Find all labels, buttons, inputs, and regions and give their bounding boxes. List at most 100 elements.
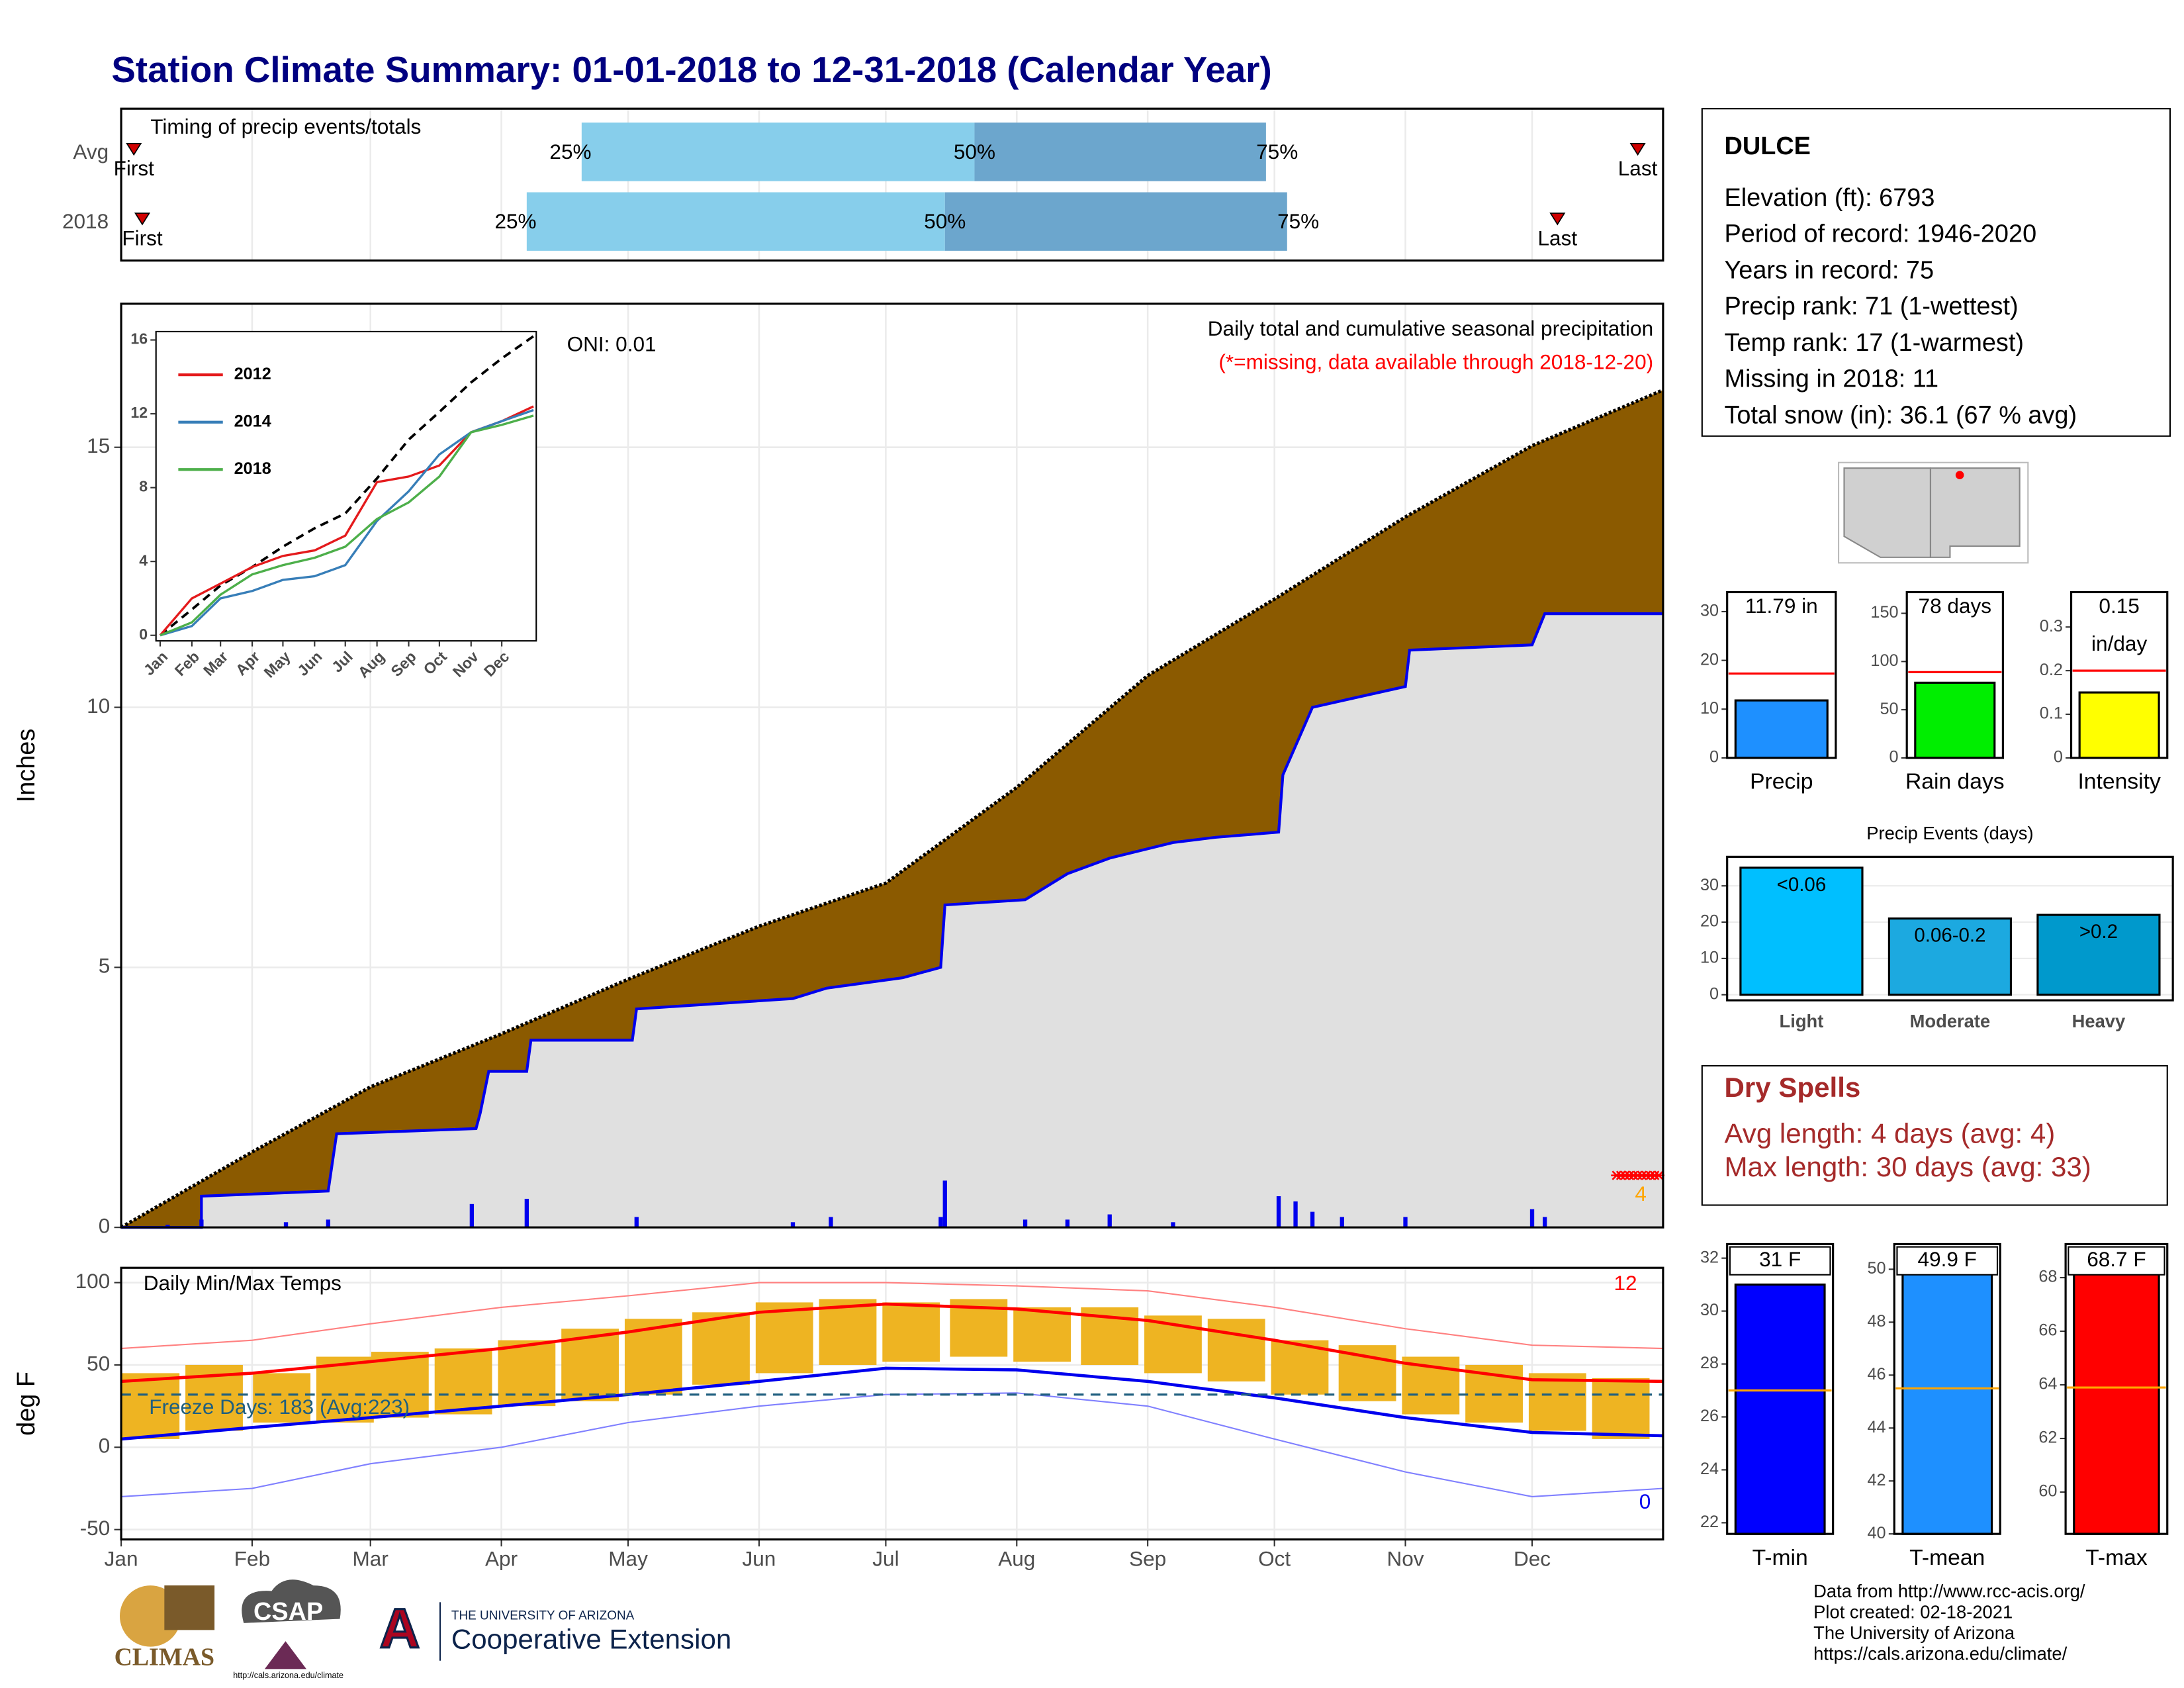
daily-precip-bar bbox=[524, 1198, 529, 1228]
category-label: T-min bbox=[1752, 1546, 1808, 1570]
avg-min-line bbox=[120, 1366, 1663, 1441]
panel-frame bbox=[1726, 1243, 1835, 1535]
daily-precip-bar bbox=[1276, 1196, 1281, 1228]
value-label-box bbox=[1896, 1246, 1999, 1276]
category-label: Precip bbox=[1750, 770, 1813, 794]
daily-precip-bar bbox=[942, 1180, 947, 1228]
y-tick-label: -50 bbox=[80, 1516, 111, 1540]
daily-precip-bar bbox=[326, 1219, 331, 1228]
average-line bbox=[120, 388, 1664, 1229]
x-tick-label: Sep bbox=[1129, 1547, 1166, 1571]
station-line: Elevation (ft): 6793 bbox=[1724, 184, 1934, 212]
dry-spell-line: Avg length: 4 days (avg: 4) bbox=[1724, 1117, 2055, 1149]
panel-frame bbox=[2064, 1243, 2169, 1535]
row-label: 2018 bbox=[62, 209, 109, 233]
panel-frame bbox=[1905, 590, 2004, 759]
map-station bbox=[1955, 471, 1964, 480]
x-tick-label: Jan bbox=[105, 1547, 138, 1571]
daily-temp-bar bbox=[316, 1356, 374, 1423]
station-line: Precip rank: 71 (1-wettest) bbox=[1724, 293, 2018, 320]
daily-precip-bar bbox=[165, 1225, 170, 1228]
x-tick-label: May bbox=[608, 1547, 648, 1571]
y-tick-label: 0 bbox=[99, 1434, 111, 1458]
oni-label: ONI: 0.01 bbox=[567, 332, 657, 355]
panel-title: Daily Min/Max Temps bbox=[144, 1271, 341, 1295]
csap-cloud bbox=[242, 1579, 341, 1623]
y-tick-label: 30 bbox=[1700, 876, 1719, 894]
daily-precip-bar bbox=[1065, 1219, 1070, 1228]
percent-label: 25% bbox=[549, 140, 591, 164]
observed-line bbox=[121, 612, 1663, 1229]
csap-text: CSAP bbox=[253, 1598, 323, 1626]
dry-spell-box bbox=[1701, 1064, 2168, 1206]
panel-title: Precip Events (days) bbox=[1866, 823, 2033, 843]
daily-temp-bar bbox=[1528, 1373, 1586, 1431]
daily-temp-bar bbox=[692, 1312, 750, 1385]
panel-frame bbox=[1726, 590, 1837, 759]
y-tick-label: 100 bbox=[75, 1269, 111, 1293]
value-label: 31 F bbox=[1759, 1247, 1801, 1271]
percent-label: 50% bbox=[954, 140, 995, 164]
freeze-label: Freeze Days: 183 (Avg:223) bbox=[149, 1395, 410, 1419]
page-title: Station Climate Summary: 01-01-2018 to 1… bbox=[111, 49, 1271, 90]
daily-temp-bar bbox=[882, 1302, 940, 1362]
timing-marker bbox=[134, 212, 151, 226]
percent-label: 50% bbox=[924, 209, 966, 233]
timing-marker bbox=[1549, 212, 1566, 226]
y-tick-label: 62 bbox=[2038, 1429, 2057, 1447]
inset-background bbox=[155, 330, 537, 642]
daily-temp-bar bbox=[755, 1302, 813, 1374]
y-tick-label: 32 bbox=[1700, 1248, 1719, 1266]
daily-precip-bar bbox=[199, 1219, 204, 1228]
timing-marker bbox=[1629, 142, 1646, 156]
bar bbox=[1888, 917, 2013, 996]
daily-temp-bar bbox=[1013, 1307, 1071, 1362]
climas-icon bbox=[164, 1585, 215, 1630]
y-tick-label: 150 bbox=[1870, 603, 1898, 622]
y-tick-label: 10 bbox=[87, 694, 110, 718]
daily-precip-bar bbox=[283, 1222, 289, 1228]
record-low-count: 0 bbox=[1639, 1489, 1651, 1513]
bar-label: <0.06 bbox=[1777, 874, 1827, 896]
station-line: Period of record: 1946-2020 bbox=[1724, 220, 2036, 248]
annotation-note: (*=missing, data available through 2018-… bbox=[1218, 350, 1653, 374]
daily-temp-bar bbox=[498, 1340, 556, 1407]
panel-title: Timing of precip events/totals bbox=[150, 115, 421, 138]
bar-label: >0.2 bbox=[2079, 921, 2118, 943]
value-label: 11.79 in bbox=[1745, 594, 1818, 618]
category-label: Light bbox=[1780, 1011, 1824, 1031]
value-label: in/day bbox=[2091, 632, 2147, 655]
csap-mountain bbox=[264, 1641, 307, 1669]
y-tick-label: 44 bbox=[1868, 1418, 1886, 1436]
bar bbox=[2073, 1258, 2160, 1535]
legend-label: 2014 bbox=[234, 412, 271, 430]
daily-temp-bar bbox=[1207, 1319, 1265, 1382]
daily-temp-bar bbox=[819, 1299, 877, 1365]
annotation: Daily total and cumulative seasonal prec… bbox=[1208, 316, 1653, 340]
station-line: Temp rank: 17 (1-warmest) bbox=[1724, 329, 2024, 357]
timing-bar-early bbox=[526, 192, 945, 251]
y-axis-label: deg F bbox=[13, 1372, 40, 1436]
y-tick-label: 68 bbox=[2038, 1268, 2057, 1286]
y-tick-label: 46 bbox=[1868, 1365, 1886, 1383]
observed-area bbox=[121, 614, 1663, 1228]
bar bbox=[1734, 699, 1829, 759]
y-tick-label: 48 bbox=[1868, 1312, 1886, 1331]
record-high-count: 12 bbox=[1614, 1271, 1637, 1295]
daily-precip-bar bbox=[1107, 1214, 1112, 1228]
value-label: 49.9 F bbox=[1918, 1247, 1977, 1271]
y-tick-label: 22 bbox=[1700, 1513, 1719, 1531]
y-tick-label: 50 bbox=[1880, 700, 1898, 718]
percent-label: 75% bbox=[1256, 140, 1298, 164]
y-tick-label: 10 bbox=[1700, 699, 1719, 718]
panel-frame bbox=[120, 107, 1664, 262]
bar-label: 0.06-0.2 bbox=[1914, 925, 1985, 947]
y-tick-label: 50 bbox=[1868, 1259, 1886, 1278]
location-map bbox=[1838, 461, 2029, 564]
map-new-mexico bbox=[1929, 467, 2021, 558]
station-line: Missing in 2018: 11 bbox=[1724, 365, 1938, 393]
record-low-line bbox=[121, 1392, 1663, 1497]
y-tick-label: 42 bbox=[1868, 1471, 1886, 1489]
